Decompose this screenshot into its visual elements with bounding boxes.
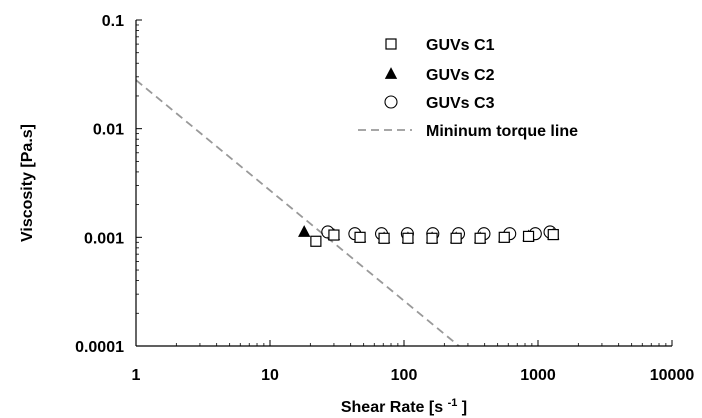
guvs-c1-point [402, 232, 414, 244]
legend-marker [385, 38, 397, 50]
guvs-c1-point [328, 229, 340, 241]
x-tick-label: 10000 [650, 367, 695, 384]
x-tick-label: 100 [391, 367, 418, 384]
guvs-c1-point [547, 228, 559, 241]
guvs-c1-point [474, 232, 486, 244]
guvs-c1-point [378, 232, 390, 244]
guvs-c1-point [426, 232, 438, 244]
legend: GUVs C1 GUVs C2 GUVs C3 Mininum torque line [358, 37, 578, 140]
guvs-c1-point [310, 235, 322, 247]
legend-label: GUVs C1 [426, 37, 495, 54]
legend-marker [384, 67, 398, 79]
x-tick-label: 1000 [520, 367, 556, 384]
guvs-c1-point [498, 231, 510, 243]
guvs-c2-point [298, 225, 311, 237]
legend-label: GUVs C2 [426, 67, 495, 84]
minimum-torque-line [135, 79, 460, 347]
axes: 1 10 100 1000 10000 0.0001 0.001 0.01 0.1 Shear R… [19, 13, 694, 416]
y-tick-label: 0.001 [84, 230, 124, 247]
y-axis-title: Viscosity [Pa.s] [19, 124, 36, 242]
legend-label: GUVs C3 [426, 95, 495, 112]
x-tick-label: 1 [132, 367, 141, 384]
guvs-c1-point [354, 231, 366, 243]
y-tick-label: 0.0001 [75, 339, 124, 356]
guvs-c1-point [450, 232, 462, 244]
x-axis-title: Shear Rate [s -1 ] [341, 397, 467, 416]
x-tick-label: 10 [261, 367, 279, 384]
plot-area [135, 79, 560, 347]
y-tick-label: 0.01 [93, 122, 124, 139]
y-tick-label: 0.1 [102, 13, 124, 30]
legend-label: Mininum torque line [426, 123, 578, 140]
guvs-c1-point [522, 230, 535, 242]
legend-marker [384, 95, 398, 109]
